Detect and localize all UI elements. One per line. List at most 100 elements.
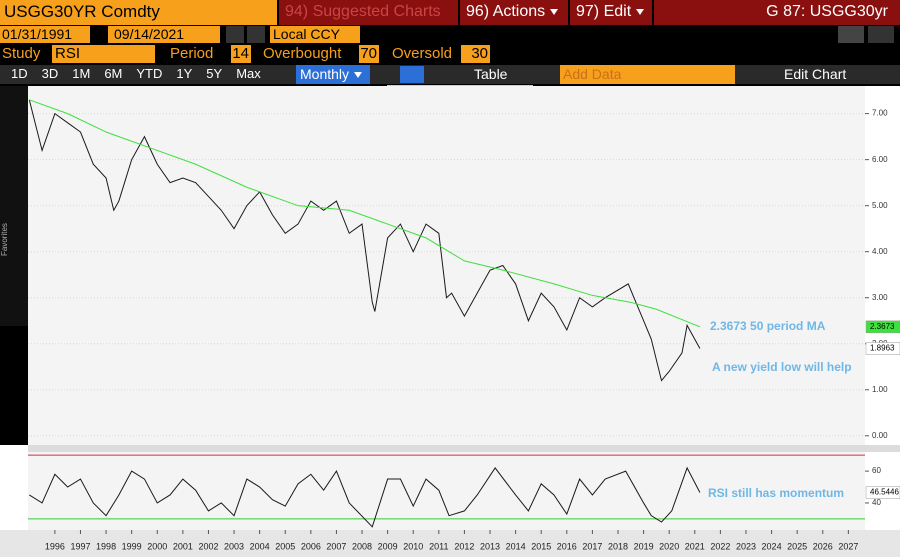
tool-button[interactable]: News <box>463 87 481 94</box>
x-tick-label: 2023 <box>736 541 756 551</box>
tool-button[interactable]: Annotate <box>423 87 453 94</box>
x-tick-label: 2013 <box>480 541 500 551</box>
x-tick-label: 2015 <box>531 541 551 551</box>
plot-background <box>28 86 865 445</box>
annotation: 2.3673 50 period MA <box>710 319 826 333</box>
x-tick-label: 1996 <box>45 541 65 551</box>
edit-label: 97) Edit <box>576 3 632 20</box>
currency[interactable]: Local CCY <box>270 26 360 43</box>
bar-style-button[interactable] <box>400 66 424 83</box>
start-date[interactable]: 01/31/1991 <box>0 26 90 43</box>
period[interactable]: 14 <box>231 45 251 63</box>
tool-button[interactable]: Track <box>395 87 413 94</box>
x-tick-label: 2003 <box>224 541 244 551</box>
prev-button[interactable] <box>226 26 244 43</box>
x-tick-label: 2011 <box>429 541 448 551</box>
oversold[interactable]: 30 <box>461 45 490 63</box>
last-value-label: 46.5446 <box>870 488 899 497</box>
dropdown-arrow <box>354 72 363 79</box>
undo-button[interactable] <box>838 26 864 43</box>
next-button[interactable] <box>247 26 265 43</box>
x-tick-label: 2006 <box>301 541 321 551</box>
x-tick-label: 2017 <box>582 541 602 551</box>
overbought[interactable]: 70 <box>359 45 379 63</box>
oversold-label: Oversold <box>392 45 453 62</box>
x-tick-label: 2026 <box>813 541 833 551</box>
x-tick-label: 2007 <box>326 541 346 551</box>
range-button[interactable]: 1M <box>72 66 91 81</box>
last-value-tag <box>865 342 900 355</box>
x-tick-label: 2027 <box>838 541 858 551</box>
range-button[interactable]: 3D <box>41 66 59 81</box>
x-tick-label: 2021 <box>685 541 705 551</box>
range-button[interactable]: Max <box>236 66 261 81</box>
x-tick-label: 1997 <box>70 541 90 551</box>
edit-chart[interactable]: Edit Chart <box>784 66 847 82</box>
x-tick-label: 1998 <box>96 541 116 551</box>
x-tick-label: 2010 <box>403 541 423 551</box>
x-tick-label: 2019 <box>634 541 654 551</box>
dropdown-arrow <box>550 8 559 15</box>
x-tick-label: 2016 <box>557 541 577 551</box>
security[interactable]: USGG30YR Comdty <box>0 0 277 25</box>
x-tick-label: 2002 <box>198 541 218 551</box>
redo-button[interactable] <box>868 26 894 43</box>
annotation: A new yield low will help <box>712 360 852 374</box>
last-value-label: 1.8963 <box>870 344 895 353</box>
frequency-label: Monthly <box>300 66 350 82</box>
rsi-background <box>28 452 865 530</box>
suggested-charts[interactable]: 94) Suggested Charts <box>279 0 458 25</box>
x-tick-label: 2020 <box>659 541 679 551</box>
range-button[interactable]: YTD <box>136 66 163 81</box>
series-line <box>29 99 701 328</box>
y-tick-label: 40 <box>872 498 881 507</box>
frequency[interactable]: Monthly <box>296 65 370 84</box>
x-tick-label: 2024 <box>762 541 782 551</box>
page-id: G 87: USGG30yr <box>654 0 900 25</box>
edit-menu[interactable]: 97) Edit <box>570 0 652 25</box>
y-tick-label: 3.00 <box>872 293 888 302</box>
range-buttons: 1D 3D 1M 6M YTD 1Y 5Y Max <box>4 66 294 83</box>
x-tick-label: 1999 <box>122 541 142 551</box>
last-value-tag <box>865 320 900 334</box>
study[interactable]: RSI <box>52 45 155 63</box>
overbought-label: Overbought <box>263 45 342 62</box>
x-tick-label: 2000 <box>147 541 167 551</box>
y-tick-label: 5.00 <box>872 201 888 210</box>
rsi-left <box>0 445 28 530</box>
x-tick-label: 2009 <box>378 541 398 551</box>
end-date[interactable]: 09/14/2021 <box>108 26 220 43</box>
annotation: RSI still has momentum <box>708 486 844 500</box>
x-tick-label: 2018 <box>608 541 628 551</box>
last-value-tag <box>865 486 900 499</box>
x-tick-label: 2012 <box>454 541 474 551</box>
add-data[interactable]: Add Data <box>560 65 735 84</box>
actions-label: 96) Actions <box>466 3 546 20</box>
x-tick-label: 2014 <box>506 541 526 551</box>
reset-button[interactable]: Reset <box>500 99 533 112</box>
y-tick-label: 6.00 <box>872 155 888 164</box>
period-label: Period <box>170 45 214 62</box>
favorites-label: Favorites <box>0 223 9 256</box>
range-button[interactable]: 5Y <box>206 66 223 81</box>
x-tick-label: 2004 <box>250 541 270 551</box>
series-line <box>29 466 701 528</box>
x-axis-band <box>0 530 900 557</box>
actions-menu[interactable]: 96) Actions <box>460 0 568 25</box>
table-button[interactable]: Table <box>474 66 508 82</box>
range-button[interactable]: 1Y <box>176 66 193 81</box>
y-tick-label: 4.00 <box>872 247 888 256</box>
range-button[interactable]: 6M <box>104 66 123 81</box>
range-button[interactable]: 1D <box>11 66 28 81</box>
y-tick-label: 60 <box>872 466 881 475</box>
left-toolbar <box>0 86 28 326</box>
x-tick-label: 2005 <box>275 541 295 551</box>
x-tick-label: 2008 <box>352 541 372 551</box>
tool-button[interactable]: Zoom <box>497 87 515 94</box>
x-tick-label: 2001 <box>173 541 193 551</box>
zoom-tools: Track Annotate News Zoom <box>387 85 533 98</box>
axis-background <box>865 86 900 530</box>
y-tick-label: 0.00 <box>872 431 888 440</box>
y-tick-label: 1.00 <box>872 385 888 394</box>
x-tick-label: 2025 <box>787 541 807 551</box>
